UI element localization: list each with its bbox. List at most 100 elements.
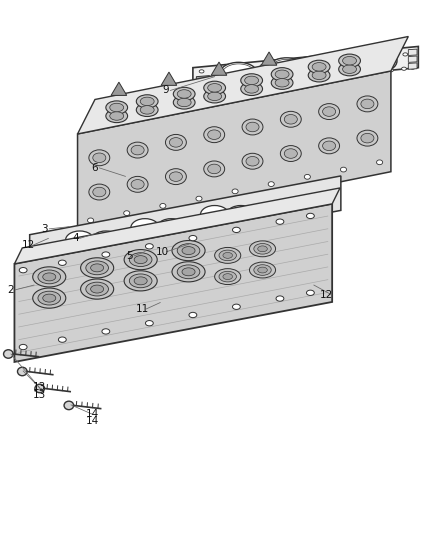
Ellipse shape (242, 119, 263, 135)
Ellipse shape (259, 206, 266, 211)
Ellipse shape (166, 168, 186, 184)
Ellipse shape (361, 99, 374, 109)
Ellipse shape (81, 279, 114, 299)
Ellipse shape (140, 97, 154, 106)
Ellipse shape (86, 261, 109, 274)
Polygon shape (30, 176, 341, 269)
Ellipse shape (268, 182, 274, 187)
Ellipse shape (182, 247, 195, 255)
Polygon shape (161, 72, 177, 85)
Text: 9: 9 (162, 85, 169, 95)
Ellipse shape (260, 79, 265, 83)
Ellipse shape (145, 320, 153, 326)
Polygon shape (408, 63, 417, 69)
Ellipse shape (66, 231, 94, 249)
Ellipse shape (254, 265, 271, 276)
Ellipse shape (319, 138, 339, 154)
Ellipse shape (219, 62, 258, 86)
Ellipse shape (284, 115, 297, 124)
Ellipse shape (204, 81, 226, 94)
Ellipse shape (177, 98, 191, 107)
Ellipse shape (124, 249, 157, 270)
Ellipse shape (241, 74, 262, 87)
Polygon shape (78, 71, 391, 235)
Ellipse shape (127, 142, 148, 158)
Ellipse shape (246, 157, 259, 166)
Ellipse shape (92, 231, 120, 249)
Ellipse shape (403, 53, 408, 56)
Ellipse shape (88, 218, 94, 223)
Text: 11: 11 (135, 304, 148, 314)
Ellipse shape (275, 78, 289, 87)
Ellipse shape (223, 253, 233, 259)
Ellipse shape (357, 96, 378, 112)
Ellipse shape (173, 87, 195, 101)
Ellipse shape (58, 260, 66, 265)
Ellipse shape (319, 103, 339, 119)
Ellipse shape (32, 246, 45, 255)
Ellipse shape (356, 58, 360, 61)
Ellipse shape (19, 268, 27, 273)
Ellipse shape (110, 103, 124, 112)
Ellipse shape (64, 401, 74, 410)
Ellipse shape (35, 384, 45, 393)
Ellipse shape (298, 198, 305, 203)
Ellipse shape (196, 196, 202, 201)
Ellipse shape (131, 180, 144, 189)
Ellipse shape (177, 90, 191, 98)
Polygon shape (408, 49, 417, 55)
Ellipse shape (322, 107, 336, 116)
Ellipse shape (219, 250, 237, 261)
Ellipse shape (258, 246, 267, 252)
Text: 6: 6 (92, 163, 98, 173)
Ellipse shape (131, 219, 159, 237)
Ellipse shape (160, 204, 166, 208)
Ellipse shape (313, 53, 351, 77)
Ellipse shape (177, 265, 200, 279)
Polygon shape (14, 204, 332, 362)
Polygon shape (14, 188, 340, 264)
Text: 14: 14 (86, 416, 99, 426)
Ellipse shape (189, 236, 197, 241)
Ellipse shape (271, 68, 293, 81)
Ellipse shape (322, 141, 336, 151)
Ellipse shape (81, 258, 114, 278)
Ellipse shape (38, 270, 60, 284)
Ellipse shape (157, 219, 185, 237)
Ellipse shape (74, 240, 81, 245)
Ellipse shape (4, 350, 13, 358)
Ellipse shape (71, 239, 84, 247)
Ellipse shape (186, 217, 199, 225)
Ellipse shape (233, 304, 240, 310)
Ellipse shape (172, 262, 205, 282)
Ellipse shape (189, 312, 197, 318)
Ellipse shape (91, 285, 104, 293)
Ellipse shape (389, 69, 393, 72)
Ellipse shape (177, 244, 200, 257)
Ellipse shape (241, 82, 262, 95)
Ellipse shape (172, 240, 205, 261)
Ellipse shape (361, 133, 374, 143)
Polygon shape (78, 36, 408, 134)
Ellipse shape (223, 273, 233, 279)
Ellipse shape (284, 149, 297, 158)
Ellipse shape (219, 271, 237, 282)
Text: 10: 10 (156, 247, 169, 257)
Ellipse shape (198, 85, 203, 88)
Ellipse shape (307, 290, 314, 295)
Ellipse shape (377, 160, 383, 165)
Ellipse shape (275, 70, 289, 78)
Ellipse shape (43, 273, 56, 281)
Ellipse shape (258, 267, 267, 273)
Ellipse shape (276, 296, 284, 301)
Text: 13: 13 (33, 390, 46, 400)
Ellipse shape (140, 106, 154, 114)
Ellipse shape (242, 154, 263, 169)
Ellipse shape (129, 274, 152, 288)
Ellipse shape (280, 111, 301, 127)
Ellipse shape (121, 229, 134, 238)
Ellipse shape (226, 206, 255, 223)
Ellipse shape (215, 68, 220, 71)
Ellipse shape (170, 172, 183, 181)
Ellipse shape (199, 70, 204, 73)
